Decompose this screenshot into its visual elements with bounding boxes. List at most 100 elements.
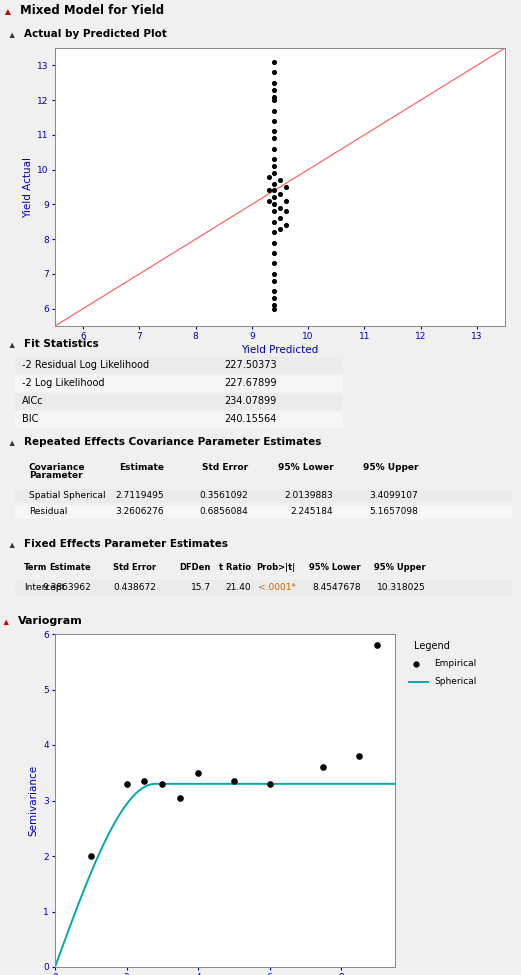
Text: ▶: ▶ [10, 440, 16, 445]
Point [276, 173, 284, 188]
Point [276, 221, 284, 237]
Point [270, 246, 278, 261]
Y-axis label: Yield Actual: Yield Actual [23, 157, 33, 217]
Point [276, 200, 284, 215]
Point [270, 197, 278, 213]
Text: -2 Log Likelihood: -2 Log Likelihood [22, 378, 105, 388]
Y-axis label: Semivariance: Semivariance [29, 765, 39, 837]
Text: Term: Term [24, 564, 47, 572]
Text: Estimate: Estimate [119, 463, 164, 473]
Text: 15.7: 15.7 [191, 583, 211, 593]
Point [270, 182, 278, 198]
Point [270, 297, 278, 313]
Point [265, 182, 273, 198]
Text: Std Error: Std Error [113, 564, 156, 572]
Point [270, 235, 278, 251]
Point [270, 64, 278, 80]
Text: Fit Statistics: Fit Statistics [24, 339, 99, 349]
Point [140, 773, 148, 789]
Point [270, 124, 278, 139]
Point [158, 776, 167, 792]
Point [270, 113, 278, 129]
Text: Estimate: Estimate [49, 564, 91, 572]
Text: <.0001*: <.0001* [258, 583, 296, 593]
Text: 8.4547678: 8.4547678 [312, 583, 361, 593]
Text: Residual: Residual [29, 508, 67, 517]
Point [412, 656, 420, 672]
Text: 10.318025: 10.318025 [377, 583, 426, 593]
Text: 0.6856084: 0.6856084 [200, 508, 249, 517]
Text: 240.15564: 240.15564 [224, 414, 276, 424]
Text: Covariance: Covariance [29, 463, 85, 473]
Bar [15, 505, 512, 519]
Text: t Ratio: t Ratio [219, 564, 251, 572]
Bar [15, 374, 343, 392]
Point [270, 93, 278, 108]
Point [265, 169, 273, 184]
Point [276, 186, 284, 202]
Text: 95% Lower: 95% Lower [278, 463, 333, 473]
Point [270, 89, 278, 104]
Point [270, 224, 278, 240]
Point [270, 255, 278, 271]
Text: -2 Residual Log Likelihood: -2 Residual Log Likelihood [22, 360, 149, 370]
Point [319, 760, 328, 775]
Text: Legend: Legend [414, 641, 450, 651]
Point [281, 179, 290, 195]
X-axis label: Yield Predicted: Yield Predicted [241, 345, 319, 356]
Text: 2.245184: 2.245184 [291, 508, 333, 517]
Point [270, 82, 278, 98]
Text: 234.07899: 234.07899 [224, 396, 276, 406]
Point [176, 790, 184, 805]
Point [270, 273, 278, 289]
Text: Spherical: Spherical [435, 678, 477, 686]
Point [266, 776, 274, 792]
Text: Intercept: Intercept [24, 583, 65, 593]
Point [270, 131, 278, 146]
Text: Mixed Model for Yield: Mixed Model for Yield [20, 5, 164, 18]
Point [355, 748, 363, 763]
Text: 3.2606276: 3.2606276 [115, 508, 164, 517]
Bar [15, 580, 512, 596]
Bar [15, 393, 343, 410]
Point [270, 266, 278, 282]
Point [270, 214, 278, 229]
Point [270, 301, 278, 317]
Point [270, 166, 278, 181]
Text: Std Error: Std Error [202, 463, 249, 473]
Text: ▶: ▶ [10, 31, 16, 37]
Text: ▶: ▶ [4, 8, 13, 14]
Text: ▶: ▶ [10, 341, 16, 347]
Text: ▶: ▶ [4, 618, 10, 624]
Point [270, 189, 278, 205]
Text: 0.438672: 0.438672 [114, 583, 156, 593]
Text: Repeated Effects Covariance Parameter Estimates: Repeated Effects Covariance Parameter Es… [24, 437, 321, 447]
Text: 95% Lower: 95% Lower [309, 564, 361, 572]
Text: Variogram: Variogram [18, 616, 83, 626]
Text: Prob>|t|: Prob>|t| [257, 564, 296, 572]
Text: AICc: AICc [22, 396, 44, 406]
Text: 0.3561092: 0.3561092 [200, 491, 249, 500]
Text: 2.0139883: 2.0139883 [284, 491, 333, 500]
Text: Spatial Spherical: Spatial Spherical [29, 491, 106, 500]
Point [122, 776, 131, 792]
Text: 2.7119495: 2.7119495 [115, 491, 164, 500]
Point [270, 151, 278, 167]
Point [281, 193, 290, 209]
Point [373, 638, 381, 653]
Text: Fixed Effects Parameter Estimates: Fixed Effects Parameter Estimates [24, 539, 228, 549]
Point [270, 204, 278, 219]
Point [270, 102, 278, 118]
Bar [15, 489, 512, 503]
Text: ▶: ▶ [10, 541, 16, 547]
Text: 3.4099107: 3.4099107 [369, 491, 418, 500]
Point [270, 158, 278, 174]
Point [265, 193, 273, 209]
Text: 95% Upper: 95% Upper [374, 564, 426, 572]
Bar [15, 357, 343, 373]
Point [270, 75, 278, 91]
Point [276, 211, 284, 226]
Text: Empirical: Empirical [435, 659, 477, 669]
Point [194, 765, 202, 781]
Text: 227.67899: 227.67899 [224, 378, 277, 388]
